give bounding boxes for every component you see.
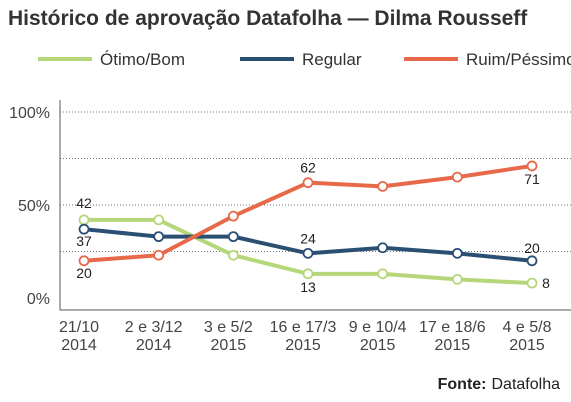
data-point	[377, 242, 389, 254]
data-label: 24	[300, 230, 316, 246]
data-point	[451, 273, 463, 285]
x-tick-label: 9 e 10/4	[349, 319, 407, 336]
data-point	[526, 255, 538, 267]
source-label: Fonte:	[438, 376, 487, 393]
data-label: 71	[524, 171, 540, 187]
data-point	[451, 171, 463, 183]
legend: Ótimo/Bom Regular Ruim/Péssimo	[38, 50, 571, 69]
source-value: Datafolha	[492, 376, 561, 393]
data-label: 20	[524, 240, 540, 256]
data-point	[302, 268, 314, 280]
data-label: 8	[542, 275, 550, 291]
data-labels: 42 13 8 37 24 20 20 62 71	[76, 160, 550, 295]
data-point	[227, 249, 239, 261]
series-lines	[78, 160, 538, 289]
data-point	[153, 231, 165, 243]
legend-label-1: Regular	[302, 50, 362, 69]
data-point	[227, 210, 239, 222]
data-point	[78, 223, 90, 235]
x-tick-label: 21/10	[59, 319, 99, 336]
y-tick-label-0: 0%	[27, 291, 50, 308]
data-point	[78, 214, 90, 226]
x-tick-year: 2015	[360, 337, 396, 354]
data-point	[227, 231, 239, 243]
x-tick-year: 2015	[285, 337, 321, 354]
source-note: Fonte: Datafolha	[438, 376, 560, 393]
data-point	[302, 177, 314, 189]
x-tick-year: 2014	[61, 337, 97, 354]
data-point	[153, 249, 165, 261]
data-label: 42	[76, 195, 92, 211]
data-point	[377, 268, 389, 280]
data-label: 13	[300, 279, 316, 295]
data-label: 20	[76, 265, 92, 281]
x-tick-label: 17 e 18/6	[419, 319, 486, 336]
x-tick-label: 16 e 17/3	[270, 319, 337, 336]
data-point	[451, 247, 463, 259]
x-tick-year: 2015	[509, 337, 545, 354]
data-point	[153, 214, 165, 226]
x-tick-year: 2014	[136, 337, 172, 354]
x-tick-label: 4 e 5/8	[503, 319, 552, 336]
data-label: 62	[300, 160, 316, 176]
x-tick-year: 2015	[211, 337, 247, 354]
data-point	[377, 180, 389, 192]
x-tick-label: 2 e 3/12	[125, 319, 183, 336]
y-tick-label-1: 50%	[18, 198, 50, 215]
x-tick-year: 2015	[435, 337, 471, 354]
data-point	[526, 277, 538, 289]
legend-label-0: Ótimo/Bom	[100, 50, 185, 69]
data-point	[526, 160, 538, 172]
data-point	[78, 255, 90, 267]
chart-title: Histórico de aprovação Datafolha — Dilma…	[8, 7, 528, 30]
data-point	[302, 247, 314, 259]
y-tick-label-2: 100%	[9, 105, 50, 122]
x-tick-label: 3 e 5/2	[204, 319, 253, 336]
data-label: 37	[76, 233, 92, 249]
legend-label-2: Ruim/Péssimo	[466, 50, 571, 69]
